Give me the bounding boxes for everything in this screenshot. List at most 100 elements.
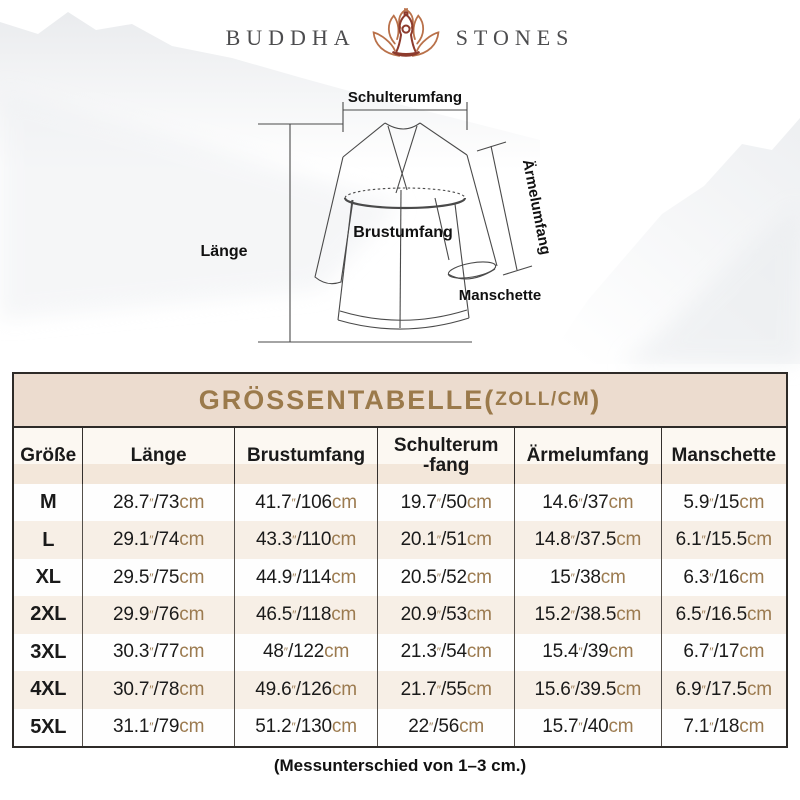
inch-mark: ″ (578, 720, 583, 735)
unit-separator: / (295, 491, 301, 513)
inch-value: 6.7 (683, 641, 710, 663)
robe-body-left (337, 199, 353, 321)
inch-mark: ″ (709, 645, 714, 660)
inch-mark: ″ (429, 720, 434, 735)
inch-mark: ″ (292, 607, 297, 622)
table-row: 5XL 31.1 ″/79 cm 51.2 ″/130 cm 22 ″/56 cm 15.7… (14, 708, 786, 746)
inch-mark: ″ (436, 645, 441, 660)
unit-separator: / (441, 529, 447, 551)
inch-value: 14.6 (542, 491, 579, 513)
size-cell: L (14, 521, 84, 559)
unit-separator: / (582, 641, 588, 663)
robe-body-right (454, 203, 470, 319)
unit-separator: / (296, 603, 302, 625)
measure-cell: 51.2 ″/130 cm (235, 708, 379, 746)
unit-separator: / (705, 529, 711, 551)
column-header-brustumfang: Brustumfang (235, 428, 379, 484)
unit-separator: / (574, 678, 581, 700)
measure-cell: 46.5 ″/118 cm (235, 596, 379, 634)
inch-value: 6.5 (675, 603, 702, 625)
table-title-main: GRÖSSENTABELLE (198, 384, 485, 415)
inch-mark: ″ (701, 682, 706, 697)
inch-mark: ″ (578, 645, 583, 660)
unit-separator: / (713, 491, 719, 513)
inch-value: 15.6 (534, 678, 571, 700)
unit-separator: / (153, 566, 159, 588)
measure-cell: 19.7 ″/50 cm (378, 484, 515, 522)
size-cell: 2XL (14, 596, 84, 634)
inch-mark: ″ (149, 495, 154, 510)
inch-value: 15.7 (542, 716, 579, 738)
cm-unit: cm (616, 678, 642, 700)
cm-value: 53 (446, 603, 467, 625)
cm-value: 15.5 (710, 529, 747, 551)
cm-unit: cm (331, 529, 357, 551)
inch-value: 43.3 (255, 529, 293, 551)
inch-value: 29.5 (113, 566, 150, 588)
table-row: 4XL 30.7 ″/78 cm 49.6 ″/126 cm 21.7 ″/55 cm 15… (14, 671, 786, 709)
cm-value: 37.5 (580, 529, 617, 551)
table-row: M 28.7 ″/73 cm 41.7 ″/106 cm 19.7 ″/50 cm 14.6… (14, 484, 786, 522)
inch-value: 29.1 (113, 529, 150, 551)
inch-value: 22 (408, 716, 430, 738)
unit-separator: / (582, 716, 588, 738)
inch-value: 15.4 (542, 641, 579, 663)
mountain-left-wash (0, 90, 400, 320)
table-row: 2XL 29.9 ″/76 cm 46.5 ″/118 cm 20.9 ″/53 cm 15… (14, 596, 786, 634)
cm-unit: cm (179, 716, 205, 738)
cm-value: 39 (587, 641, 609, 663)
cm-unit: cm (466, 641, 492, 663)
measure-cell: 14.6 ″/37 cm (515, 484, 662, 522)
measure-cell: 21.3 ″/54 cm (378, 633, 515, 672)
cm-value: 77 (158, 641, 180, 663)
size-cell: 4XL (14, 671, 84, 709)
inch-value: 15.2 (534, 603, 571, 625)
cm-value: 51 (446, 529, 467, 551)
inch-value: 6.9 (675, 678, 702, 700)
column-header-laenge: Länge (83, 428, 235, 484)
unit-separator: / (295, 716, 301, 738)
cm-value: 54 (446, 641, 467, 663)
cm-value: 52 (446, 566, 467, 588)
cm-unit: cm (466, 603, 492, 625)
sleeve-measure-tick-top (476, 141, 507, 152)
cm-unit: cm (616, 529, 642, 551)
unit-separator: / (574, 566, 581, 588)
inch-mark: ″ (709, 495, 714, 510)
measure-cell: 31.1 ″/79 cm (83, 708, 235, 746)
inch-mark: ″ (292, 570, 297, 585)
measure-cell: 20.9 ″/53 cm (378, 596, 515, 634)
cm-unit: cm (608, 641, 634, 663)
cm-unit: cm (466, 529, 492, 551)
measure-cell: 6.5 ″/16.5 cm (662, 596, 786, 633)
column-header-aermelumfang: Ärmelumfang (515, 428, 662, 484)
inch-mark: ″ (149, 570, 154, 585)
inch-value: 41.7 (255, 491, 292, 513)
cm-value: 114 (301, 566, 332, 588)
chest-ellipse-front (343, 197, 467, 210)
cm-value: 74 (158, 529, 180, 551)
unit-separator: / (582, 491, 588, 513)
cm-unit: cm (459, 716, 485, 738)
measure-cell: 6.7 ″/17 cm (662, 634, 786, 671)
cm-value: 56 (438, 716, 460, 738)
robe-center-line (399, 189, 402, 329)
cm-value: 37 (587, 491, 609, 513)
column-header-groesse: Größe (14, 428, 84, 484)
inch-value: 49.6 (255, 678, 292, 700)
measure-cell: 5.9 ″/15 cm (662, 484, 786, 521)
cm-value: 118 (301, 603, 332, 625)
inch-value: 28.7 (113, 491, 150, 513)
inch-value: 20.9 (400, 603, 437, 625)
sleeve-measure-line (490, 145, 518, 271)
inch-mark: ″ (701, 533, 706, 548)
inch-mark: ″ (436, 682, 441, 697)
inch-value: 29.9 (113, 603, 150, 625)
inch-value: 31.1 (113, 716, 150, 738)
cm-unit: cm (466, 566, 492, 588)
inch-mark: ″ (570, 607, 575, 622)
mountain-right-wash (622, 205, 800, 364)
measure-cell: 44.9 ″/114 cm (235, 558, 379, 597)
cm-value: 38.5 (580, 603, 617, 625)
cm-unit: cm (331, 566, 357, 588)
